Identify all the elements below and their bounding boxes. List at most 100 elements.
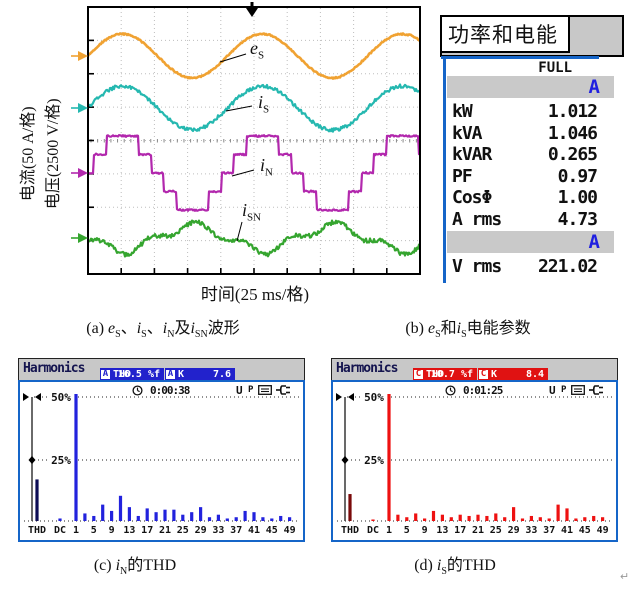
- bar-h23: [485, 515, 489, 521]
- trace-label-in: iN: [260, 155, 273, 179]
- kfactor-badge: A K 7.6: [165, 368, 235, 380]
- x-tick-label: 17: [454, 525, 466, 536]
- scope-y-axis-label: 电流(50 A/格) 电压(2500 V/格): [20, 98, 62, 210]
- bar-dc: [58, 518, 62, 521]
- bar-h25: [494, 513, 498, 521]
- x-tick-label: 49: [284, 525, 296, 536]
- kfactor-badge: C K 8.4: [478, 368, 548, 380]
- meter-row-label: CosΦ: [452, 187, 492, 208]
- x-tick-label: 41: [561, 525, 573, 536]
- clock-icon: [445, 385, 456, 396]
- harmonics-screen: 50% 25% THD DC 1 5 9 13 17 21 25 29 33 37 41 45 49 0:01:2…: [331, 380, 618, 542]
- meter-row: A rms 4.73: [452, 208, 598, 231]
- bar-h5: [405, 517, 409, 521]
- caption-a: (a) eS、iS、iN及iSN波形: [86, 320, 240, 341]
- x-tick-label: 5: [91, 525, 97, 536]
- scope-x-axis-label: 时间(25 ms/格): [200, 285, 310, 304]
- bar-h7: [414, 513, 418, 521]
- power-plug-icon: [276, 385, 291, 395]
- trace-label-is: iS: [258, 92, 270, 116]
- bar-h31: [520, 518, 525, 521]
- bar-h29: [199, 507, 203, 521]
- x-tick-label: 37: [230, 525, 242, 536]
- x-tick-label: 21: [159, 525, 171, 536]
- bar-h1: [74, 394, 78, 521]
- harmonics-chart: 50% 25% THD DC 1 5 9 13 17 21 25 29 33 37 41 45 49: [336, 390, 612, 536]
- x-tick-label: 9: [422, 525, 428, 536]
- cursor-diamond-icon: [341, 456, 349, 464]
- elapsed-time: 0:01:25: [463, 384, 503, 397]
- harmonics-panel-is: Harmonics C THD 10.7 %f C K 8.4 50% 25% THD DC 1 5 9 1…: [331, 358, 618, 542]
- bar-h3: [83, 513, 87, 521]
- meter-row: kVAR 0.265: [452, 144, 598, 166]
- badge-value: 16.5 %f: [117, 368, 160, 380]
- bar-h11: [118, 495, 123, 521]
- meter-vrms-row: V rms 221.02: [452, 256, 598, 277]
- x-tick-label: 1: [73, 525, 79, 536]
- paragraph-return-mark: ↵: [620, 571, 630, 583]
- bar-h33: [529, 515, 533, 521]
- badge-label: K: [178, 368, 185, 380]
- x-tick-label: 37: [543, 525, 555, 536]
- cursor-arrow-left-icon: [23, 393, 29, 401]
- harmonics-panel-in: Harmonics A THD 16.5 %f A K 7.6 50% 25% THD DC 1 5 9 1…: [18, 358, 305, 542]
- channel-letter: A: [101, 368, 110, 379]
- meter-row-label: kW: [452, 101, 473, 122]
- meter-channel-bar-2: A: [447, 231, 614, 253]
- meter-row-value: 4.73: [557, 208, 598, 230]
- trace-label-es: eS: [250, 38, 265, 62]
- cursor-arrow-right-icon: [35, 393, 41, 401]
- meter-row-label: A rms: [452, 208, 502, 230]
- status-letter-p: P: [248, 385, 254, 395]
- meter-row-label: PF: [452, 165, 473, 187]
- badge-label: THD: [113, 368, 132, 380]
- meter-channel-a2: A: [588, 231, 600, 253]
- bar-h33: [216, 514, 220, 521]
- thd-badge: C THD 10.7 %f: [413, 368, 477, 380]
- x-tick-label: 9: [109, 525, 115, 536]
- svg-text:50%: 50%: [51, 391, 71, 404]
- x-tick-label: 21: [472, 525, 484, 536]
- caption-b: (b) eS和iS电能参数: [405, 320, 531, 341]
- meter-row-label: kVAR: [452, 144, 492, 165]
- badge-value: 10.7 %f: [430, 368, 473, 380]
- status-letter-u: U: [549, 384, 556, 397]
- bar-h41: [252, 512, 256, 521]
- bar-h43: [261, 517, 265, 521]
- elapsed-time: 0:00:38: [150, 384, 190, 397]
- power-meter-panel: 功率和电能 FULL A kW 1.012 kVA 1.046 kVAR 0.265 PF 0…: [438, 13, 628, 285]
- x-tick-label: THD: [341, 525, 359, 536]
- bar-h41: [565, 508, 569, 521]
- bar-h13: [127, 507, 131, 521]
- x-tick-label: 29: [195, 525, 207, 536]
- bar-h17: [458, 514, 462, 521]
- label-leader-line: [225, 105, 253, 112]
- x-tick-label: THD: [28, 525, 46, 536]
- meter-vrms-value: 221.02: [537, 256, 598, 277]
- badge-label: K: [491, 368, 498, 380]
- x-tick-label: 5: [404, 525, 410, 536]
- power-plug-icon: [589, 385, 604, 395]
- meter-channel-a: A: [588, 76, 600, 98]
- bar-h49: [288, 517, 292, 521]
- svg-text:25%: 25%: [364, 454, 384, 467]
- x-tick-label: 13: [123, 525, 135, 536]
- bar-h15: [449, 517, 453, 521]
- bar-thd: [35, 479, 39, 521]
- status-letter-u: U: [236, 384, 243, 397]
- bar-h9: [423, 518, 427, 521]
- bar-h47: [592, 515, 596, 521]
- bar-h35: [538, 517, 542, 521]
- svg-text:50%: 50%: [364, 391, 384, 404]
- x-tick-label: 17: [141, 525, 153, 536]
- label-leader-line: [231, 169, 255, 177]
- bar-h9: [110, 510, 114, 521]
- trace-iSN: [89, 219, 419, 258]
- bar-h45: [583, 517, 587, 521]
- svg-text:25%: 25%: [51, 454, 71, 467]
- x-tick-label: DC: [367, 525, 379, 536]
- bar-h19: [154, 512, 158, 521]
- bar-h7: [101, 504, 105, 521]
- bar-dc: [371, 519, 375, 521]
- bar-h3: [396, 514, 400, 521]
